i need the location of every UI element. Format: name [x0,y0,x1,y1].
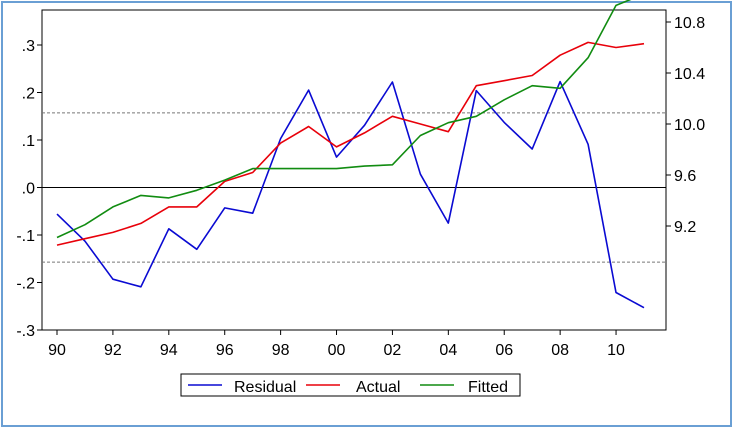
left-axis-tick-label: -.2 [16,276,35,293]
right-axis-tick-label: 9.2 [674,219,696,236]
right-axis-tick-label: 9.6 [674,168,696,185]
right-axis-tick-label: 10.4 [674,66,705,83]
series-line-residual [56,80,645,309]
legend-label-actual: Actual [356,379,400,396]
left-axis-tick-label: -.1 [16,228,35,245]
legend-box [180,373,521,397]
x-axis-tick-label: 02 [384,342,402,359]
series-line-actual [56,41,645,246]
x-axis-tick-label: 04 [439,342,457,359]
x-axis-tick-label: 92 [104,342,122,359]
x-axis-tick-label: 06 [495,342,513,359]
x-axis-tick-label: 00 [328,342,346,359]
x-axis-tick-label: 90 [48,342,66,359]
right-axis-tick-label: 10.0 [674,117,705,134]
x-axis-tick-label: 94 [160,342,178,359]
right-axis-tick-label: 10.8 [674,15,705,32]
plot-area [41,9,667,331]
x-axis-tick-label: 98 [272,342,290,359]
x-axis-tick-label: 10 [607,342,625,359]
series-line-fitted [56,0,632,239]
legend-label-fitted: Fitted [468,379,508,396]
left-axis-tick-label: .2 [22,86,35,103]
left-axis-tick-label: .1 [22,133,35,150]
left-axis-tick-label: .3 [22,38,35,55]
x-axis-tick-label: 08 [551,342,569,359]
legend-label-residual: Residual [234,379,296,396]
left-axis-tick-label: -.3 [16,323,35,340]
left-axis-tick-label: .0 [22,181,35,198]
x-axis-tick-label: 96 [216,342,234,359]
